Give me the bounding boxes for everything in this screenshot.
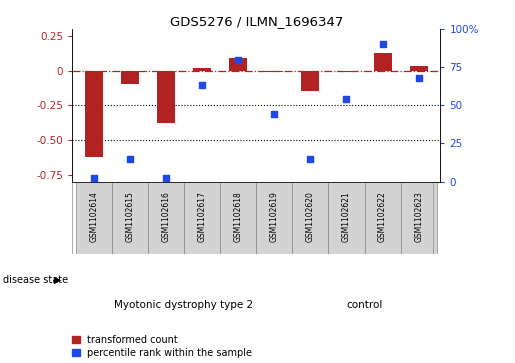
Bar <box>85 71 103 156</box>
Text: GSM1102619: GSM1102619 <box>270 191 279 242</box>
Point <box>162 176 170 182</box>
Bar <box>337 71 355 72</box>
Point <box>415 75 423 81</box>
Bar <box>293 182 329 254</box>
Bar <box>265 71 283 72</box>
Text: GSM1102615: GSM1102615 <box>125 191 134 242</box>
Point <box>306 156 315 162</box>
Bar <box>112 182 148 254</box>
Text: GSM1102621: GSM1102621 <box>342 191 351 242</box>
Legend: transformed count, percentile rank within the sample: transformed count, percentile rank withi… <box>72 335 252 358</box>
Text: GSM1102614: GSM1102614 <box>89 191 98 242</box>
Bar <box>409 66 427 71</box>
Text: GSM1102616: GSM1102616 <box>162 191 170 242</box>
Bar <box>121 71 139 85</box>
Point <box>198 82 206 88</box>
Bar <box>220 182 256 254</box>
Text: Myotonic dystrophy type 2: Myotonic dystrophy type 2 <box>114 300 253 310</box>
Text: ▶: ▶ <box>54 274 62 285</box>
Point <box>126 156 134 162</box>
Bar <box>329 182 365 254</box>
Point <box>379 41 387 47</box>
Text: GSM1102620: GSM1102620 <box>306 191 315 242</box>
Bar <box>148 182 184 254</box>
Bar <box>229 58 247 71</box>
Bar <box>157 71 175 123</box>
Text: control: control <box>346 300 383 310</box>
Text: GSM1102623: GSM1102623 <box>414 191 423 242</box>
Bar <box>401 182 437 254</box>
Bar <box>256 182 293 254</box>
Title: GDS5276 / ILMN_1696347: GDS5276 / ILMN_1696347 <box>169 15 343 28</box>
Point <box>90 176 98 182</box>
Bar <box>365 182 401 254</box>
Bar <box>373 53 391 71</box>
Bar <box>301 71 319 91</box>
Point <box>234 57 242 62</box>
Text: disease state: disease state <box>3 274 67 285</box>
Text: GSM1102618: GSM1102618 <box>234 191 243 242</box>
Point <box>342 96 351 102</box>
Bar <box>193 68 211 71</box>
Text: GSM1102617: GSM1102617 <box>198 191 207 242</box>
Bar <box>184 182 220 254</box>
Point <box>270 111 279 117</box>
Bar <box>76 182 112 254</box>
Text: GSM1102622: GSM1102622 <box>378 191 387 242</box>
